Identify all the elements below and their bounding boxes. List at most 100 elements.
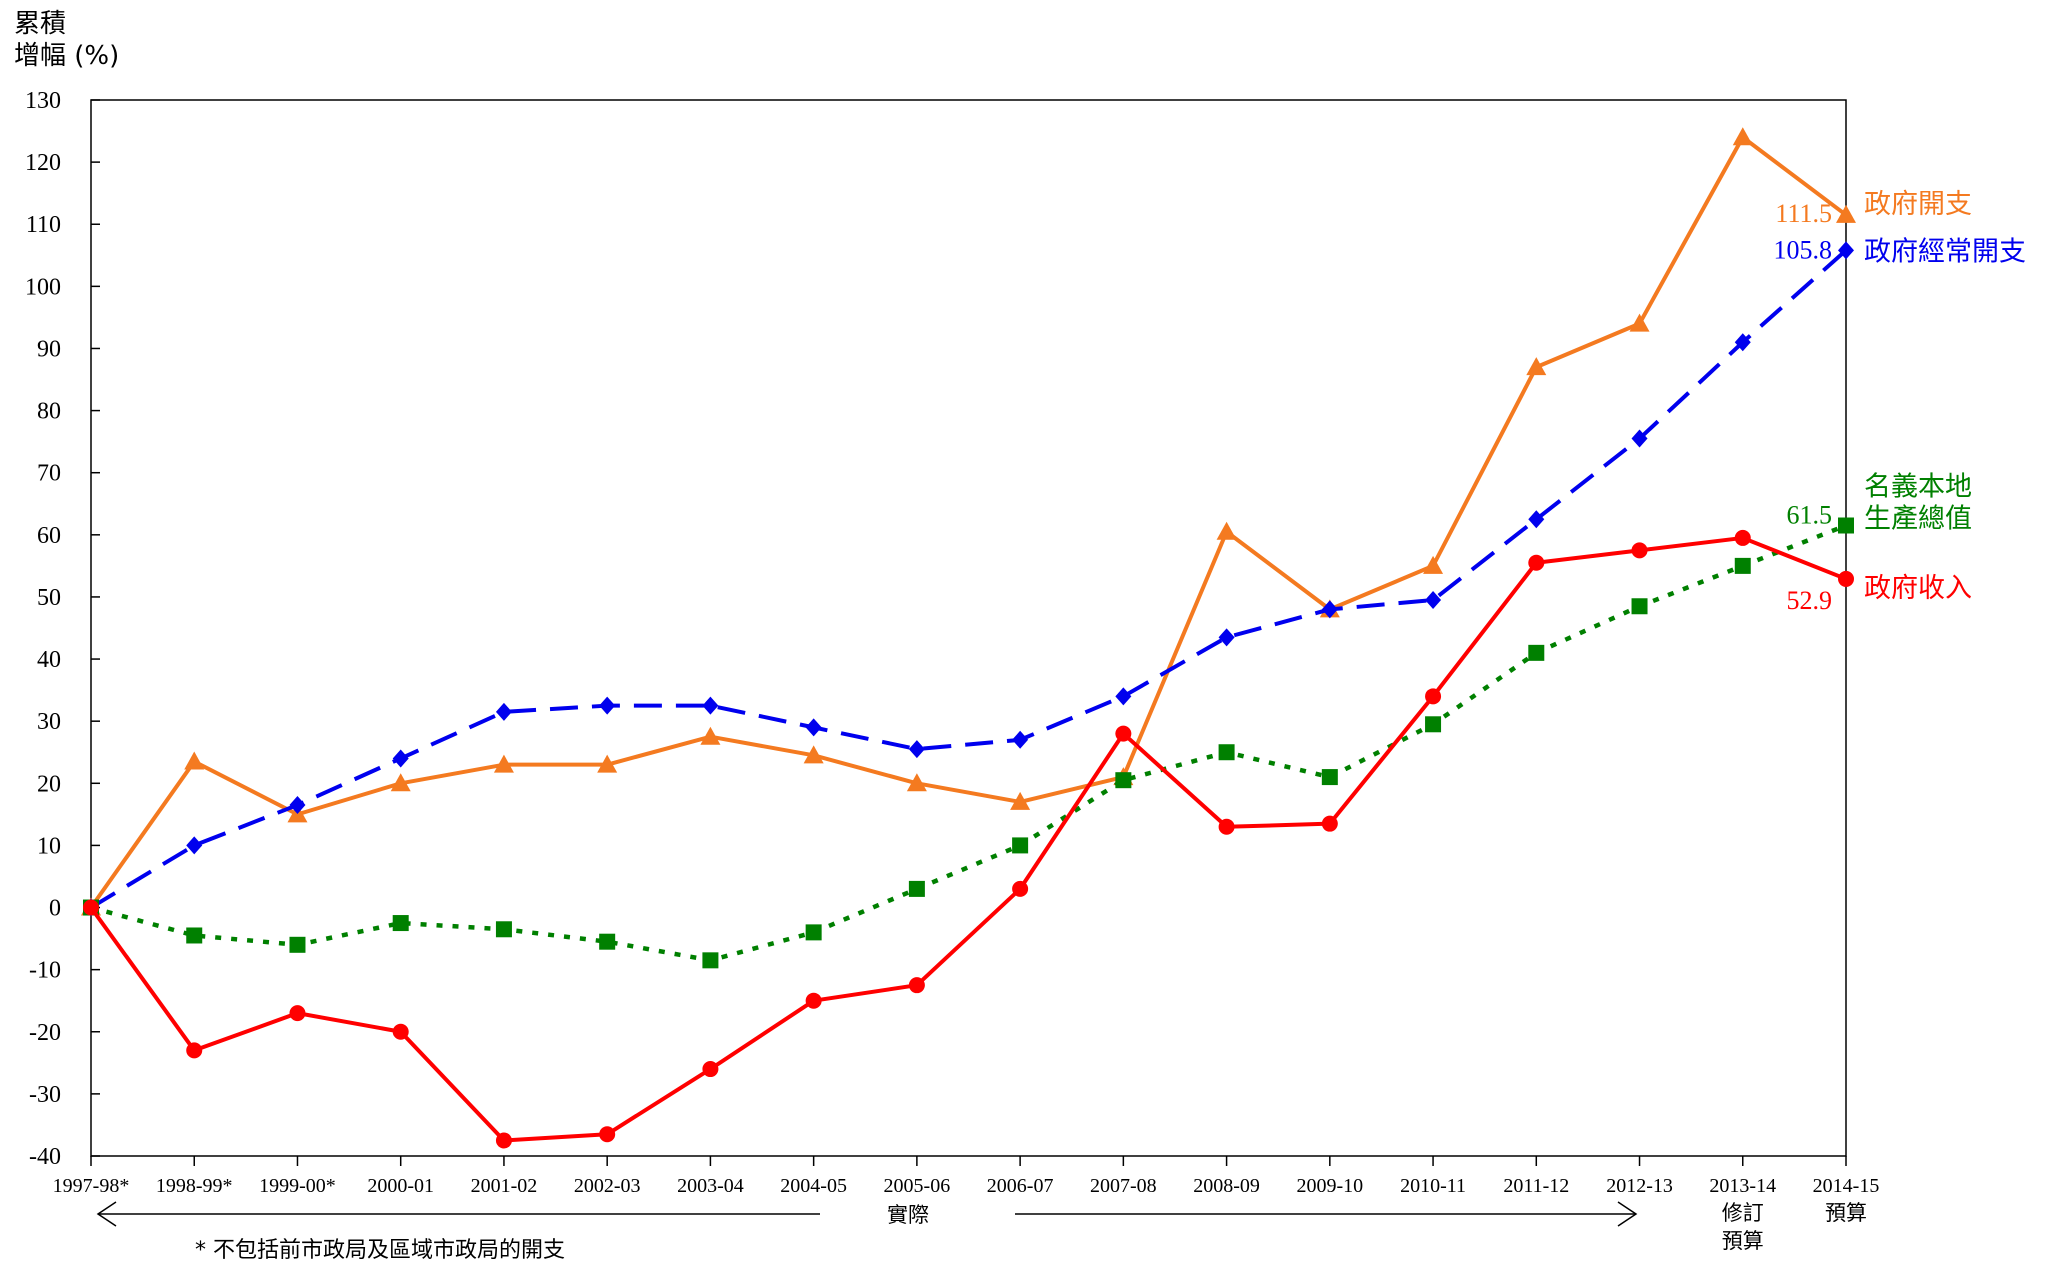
data-point [1838, 517, 1854, 534]
y-tick-label: -10 [29, 958, 61, 984]
data-point [1115, 725, 1132, 742]
y-tick-label: 70 [37, 461, 61, 487]
data-point [1321, 769, 1338, 786]
series-circle [83, 529, 1854, 1149]
x-tick-label: 2005-06 [884, 1175, 951, 1197]
data-point [1425, 716, 1442, 733]
data-point [1631, 542, 1648, 559]
data-point [495, 1132, 512, 1149]
x-tick-label: 2000-01 [367, 1175, 434, 1197]
data-point [289, 1005, 306, 1022]
y-tick-label: -20 [29, 1020, 61, 1046]
data-point [186, 836, 203, 855]
y-tick-label: 110 [26, 212, 61, 238]
x-tick-label: 2007-08 [1090, 1175, 1157, 1197]
y-tick-label: 10 [37, 833, 61, 859]
x-tick-label: 2002-03 [574, 1175, 641, 1197]
data-point [495, 921, 512, 938]
data-point [493, 754, 514, 773]
data-point [1218, 628, 1235, 647]
data-point [908, 740, 925, 759]
y-tick-label: 100 [25, 274, 61, 300]
y-axis-ticks: -40 -30 -20 -10 0 10 20 30 40 50 60 70 80 90 100 110 120… [25, 88, 100, 1170]
data-point [186, 1042, 203, 1059]
series-layer [81, 127, 1856, 1149]
y-tick-label: 90 [37, 336, 61, 362]
x-tick-sublabel: 修訂 [1722, 1201, 1764, 1225]
data-point [1012, 730, 1029, 749]
period-label: 實際 [887, 1203, 929, 1227]
plot-border [90, 99, 1847, 1157]
y-axis-label-line1: 累積 [14, 9, 66, 39]
data-point [805, 992, 822, 1009]
data-point [186, 927, 203, 944]
data-point [495, 702, 512, 721]
data-point [1218, 818, 1235, 835]
series-line [89, 135, 1848, 909]
data-point [392, 1023, 409, 1040]
data-point [908, 977, 925, 994]
period-arrow-right-head [1617, 1201, 1638, 1227]
data-point [1528, 554, 1545, 571]
data-point [1528, 510, 1545, 529]
y-axis-label-line2: 增幅 (%) [14, 41, 119, 71]
data-point [599, 1126, 616, 1143]
data-point [392, 749, 409, 768]
data-point [700, 726, 721, 745]
data-point [1218, 744, 1235, 761]
data-point [184, 751, 205, 770]
data-point [1425, 591, 1442, 610]
series-diamond [83, 241, 1854, 917]
data-point [1012, 837, 1029, 854]
data-point [702, 952, 719, 969]
footnote: * 不包括前市政局及區域市政局的開支 [195, 1238, 565, 1263]
y-tick-label: 0 [49, 896, 61, 922]
data-point [1425, 688, 1442, 705]
series-triangle [81, 127, 1856, 916]
x-tick-label: 2012-13 [1606, 1175, 1673, 1197]
x-tick-label: 2001-02 [471, 1175, 538, 1197]
data-point [1838, 241, 1854, 260]
data-point [803, 745, 824, 764]
data-point [1321, 815, 1338, 832]
data-point [1010, 791, 1031, 810]
data-point [1528, 644, 1545, 661]
x-tick-label: 1997-98* [53, 1175, 130, 1197]
series-line [90, 523, 1847, 963]
y-tick-label: 40 [37, 647, 61, 673]
x-tick-label: 2009-10 [1296, 1175, 1363, 1197]
data-point [390, 773, 411, 792]
data-point [289, 796, 306, 815]
x-tick-label: 2014-15 [1813, 1175, 1880, 1197]
series-name-label: 名義本地 [1864, 472, 1972, 503]
x-tick-label: 2011-12 [1503, 1175, 1569, 1197]
x-tick-label: 1999-00* [259, 1175, 336, 1197]
data-point [1216, 521, 1237, 540]
series-name-label: 政府開支 [1864, 189, 1972, 220]
x-tick-sublabel: 預算 [1722, 1229, 1764, 1253]
y-tick-label: -40 [29, 1144, 61, 1170]
series-name-label: 生產總值 [1864, 504, 1972, 535]
x-tick-label: 2006-07 [987, 1175, 1054, 1197]
y-tick-label: 30 [37, 709, 61, 735]
x-tick-sublabel: 預算 [1825, 1201, 1867, 1225]
data-point [1115, 772, 1132, 789]
data-point [1631, 429, 1648, 448]
x-tick-label: 2003-04 [677, 1175, 744, 1197]
data-point [1734, 333, 1751, 352]
data-point [1734, 529, 1751, 546]
data-point [1423, 555, 1444, 574]
period-marker: 實際 [96, 1201, 1638, 1227]
x-axis-ticks: 1997-98* 1998-99* 1999-00* 2000-01 2001-02 20… [53, 1156, 1880, 1253]
series-end-value: 105.8 [1774, 235, 1833, 264]
data-point [1526, 357, 1547, 376]
data-point [1734, 557, 1751, 574]
y-tick-label: 120 [25, 150, 61, 176]
y-tick-label: 80 [37, 399, 61, 425]
data-point [908, 880, 925, 897]
data-point [392, 915, 409, 932]
data-point [805, 924, 822, 941]
data-point [83, 899, 99, 916]
